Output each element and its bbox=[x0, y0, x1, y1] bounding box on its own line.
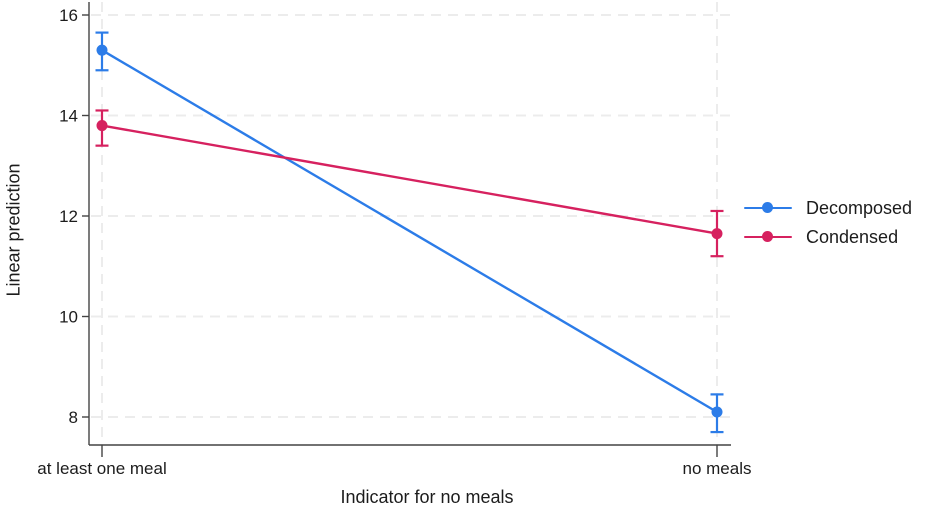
y-axis-title: Linear prediction bbox=[3, 163, 24, 297]
x-tick-label: no meals bbox=[683, 459, 752, 478]
x-tick-label: at least one meal bbox=[37, 459, 166, 478]
y-tick-label: 14 bbox=[59, 107, 78, 126]
legend-swatch-decomposed bbox=[744, 197, 792, 219]
legend-item-decomposed: Decomposed bbox=[744, 197, 912, 219]
data-point bbox=[96, 44, 108, 56]
data-point bbox=[711, 228, 723, 240]
legend: Decomposed Condensed bbox=[744, 197, 912, 248]
y-tick-label: 16 bbox=[59, 6, 78, 25]
legend-label-decomposed: Decomposed bbox=[806, 197, 913, 218]
y-tick-label: 10 bbox=[59, 308, 78, 327]
legend-dot-icon bbox=[762, 231, 773, 242]
legend-label-condensed: Condensed bbox=[806, 226, 899, 247]
legend-swatch-condensed bbox=[744, 226, 792, 248]
legend-item-condensed: Condensed bbox=[744, 226, 912, 248]
series-line bbox=[101, 124, 718, 235]
x-axis-title: Indicator for no meals bbox=[340, 487, 514, 507]
data-point bbox=[96, 120, 108, 132]
data-point bbox=[711, 406, 723, 418]
y-tick-label: 8 bbox=[69, 408, 78, 427]
y-tick-label: 12 bbox=[59, 207, 78, 226]
legend-dot-icon bbox=[762, 202, 773, 213]
series-line bbox=[101, 49, 718, 414]
